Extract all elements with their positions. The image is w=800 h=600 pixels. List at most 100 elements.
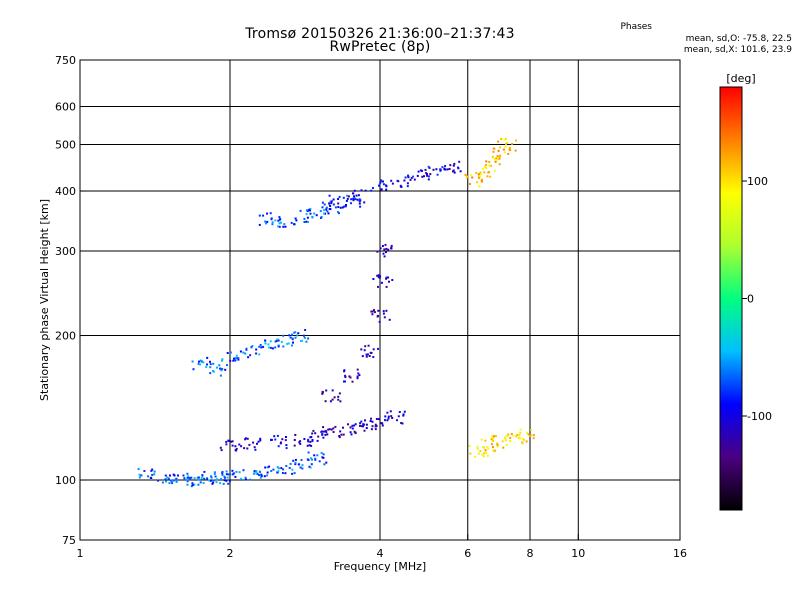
data-point <box>229 351 232 354</box>
data-point <box>300 459 303 461</box>
data-point <box>248 443 251 446</box>
data-point <box>351 427 354 430</box>
data-point <box>476 181 479 184</box>
data-point <box>483 171 486 174</box>
data-point <box>370 189 373 192</box>
data-point <box>226 476 229 479</box>
data-point <box>507 433 510 436</box>
data-point <box>363 429 366 432</box>
data-point <box>294 463 297 466</box>
data-point <box>378 184 381 187</box>
data-point <box>328 202 331 205</box>
data-point <box>284 439 287 442</box>
data-point <box>240 445 243 448</box>
data-point <box>383 255 386 258</box>
data-point <box>493 158 496 161</box>
data-point <box>186 483 189 486</box>
data-point <box>339 430 342 433</box>
data-point <box>385 285 388 288</box>
data-point <box>368 355 371 357</box>
colorbar-label: [deg] <box>726 72 755 85</box>
data-point <box>244 437 247 440</box>
data-point <box>444 165 447 167</box>
data-point <box>387 248 390 251</box>
data-point <box>209 360 211 363</box>
data-point <box>230 440 233 443</box>
data-point <box>192 368 195 371</box>
data-point <box>284 472 287 475</box>
data-point <box>324 400 327 403</box>
data-point <box>509 437 512 439</box>
data-point <box>385 185 388 188</box>
grid-lines <box>80 60 680 540</box>
data-point <box>338 195 341 198</box>
data-point <box>325 208 328 211</box>
data-point <box>512 434 515 437</box>
data-point <box>266 471 269 474</box>
data-point <box>309 207 312 210</box>
data-point <box>391 279 394 281</box>
data-point <box>199 363 201 366</box>
data-point <box>318 460 321 463</box>
data-point <box>205 366 208 368</box>
data-point <box>465 175 468 178</box>
data-point <box>506 142 509 144</box>
data-point <box>285 436 287 438</box>
data-point <box>479 171 482 174</box>
data-point <box>360 420 363 423</box>
data-point <box>377 314 379 317</box>
data-point <box>187 478 190 481</box>
data-point <box>278 216 281 218</box>
data-point <box>503 138 506 141</box>
data-point <box>277 219 280 222</box>
data-point <box>476 447 479 450</box>
data-point <box>400 185 403 188</box>
data-point <box>231 440 234 443</box>
data-point <box>259 476 262 479</box>
data-point <box>260 474 263 477</box>
x-tick-label: 4 <box>377 547 384 560</box>
data-point <box>342 433 345 436</box>
data-point <box>490 438 493 441</box>
data-point <box>273 435 276 438</box>
data-point <box>356 375 359 378</box>
data-point <box>306 444 309 447</box>
data-point <box>516 433 519 436</box>
data-point <box>311 458 313 461</box>
data-point <box>358 202 361 205</box>
data-point <box>211 482 214 485</box>
data-point <box>382 252 385 255</box>
data-point <box>220 478 223 480</box>
data-point <box>495 159 498 162</box>
data-point <box>349 426 352 429</box>
data-point <box>213 472 216 475</box>
x-axis: 1 2 4 6 8 10 16 <box>77 534 687 560</box>
data-point <box>294 461 297 464</box>
data-point <box>186 476 189 479</box>
data-point <box>374 428 377 431</box>
data-point <box>260 346 263 349</box>
data-point <box>303 217 306 220</box>
data-point <box>321 201 324 204</box>
data-point <box>491 155 494 158</box>
data-point <box>157 479 160 482</box>
data-point <box>307 459 310 461</box>
data-point <box>369 420 372 422</box>
data-point <box>259 471 261 473</box>
data-point <box>334 425 337 428</box>
data-point <box>311 432 314 435</box>
data-point <box>471 176 474 179</box>
data-point <box>197 478 200 481</box>
data-point <box>289 336 292 339</box>
data-point <box>235 470 238 473</box>
data-point <box>308 208 311 211</box>
data-point <box>262 345 265 348</box>
data-point <box>521 437 524 440</box>
data-point <box>293 472 296 475</box>
data-point <box>378 276 381 279</box>
data-point <box>384 243 387 246</box>
data-point <box>294 331 297 334</box>
data-point <box>435 168 438 171</box>
data-point <box>166 476 169 479</box>
data-point <box>529 434 532 437</box>
